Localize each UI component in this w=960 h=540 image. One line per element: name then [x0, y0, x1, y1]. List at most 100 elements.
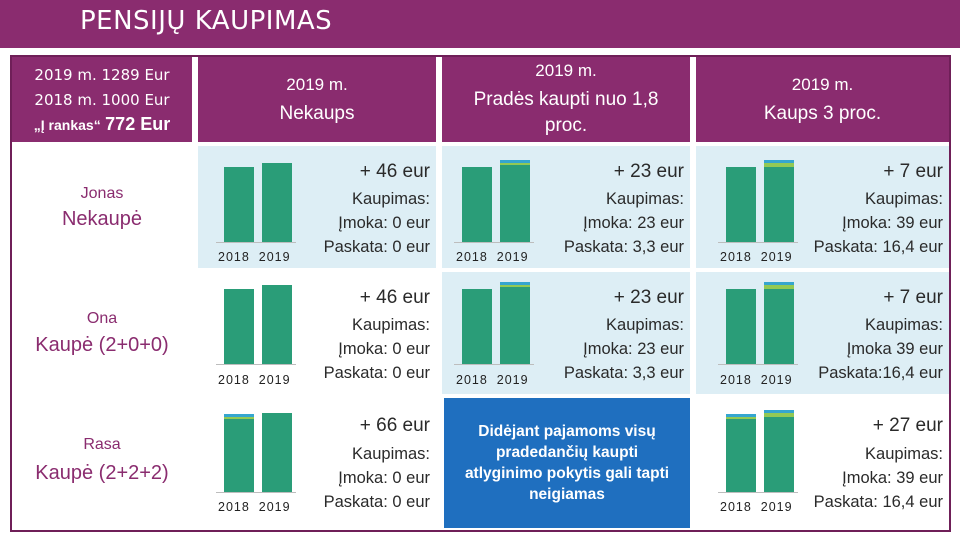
- bar-2018: [726, 289, 756, 364]
- bar-segment-net: [764, 416, 794, 492]
- kaupimas-label: Kaupimas:: [606, 190, 684, 208]
- gain: + 46 eur: [359, 287, 430, 308]
- kaupimas-label: Kaupimas:: [606, 316, 684, 334]
- title-bar: PENSIJŲ KAUPIMAS: [0, 0, 960, 48]
- bar-segment-incentive: [764, 160, 794, 163]
- chart-axis: [216, 364, 296, 365]
- year-2019: 2019: [760, 250, 793, 264]
- kaupimas-label: Kaupimas:: [352, 316, 430, 334]
- year-2019: 2019: [258, 500, 291, 514]
- year-2018: 2018: [720, 500, 752, 514]
- paskata: Paskata: 0 eur: [323, 238, 430, 256]
- chart-axis: [718, 242, 798, 243]
- header-col-pradeds: 2019 m. Pradės kaupti nuo 1,8 proc.: [442, 57, 690, 142]
- header-2018-income: 2018 m. 1000 Eur: [34, 91, 170, 109]
- header-net-label: „Į rankas“: [33, 117, 101, 133]
- chart-axis: [216, 492, 296, 493]
- year-2019: 2019: [760, 500, 793, 514]
- kaupimas-label: Kaupimas:: [352, 190, 430, 208]
- bar-segment-contribution: [764, 284, 794, 289]
- bar-segment-contribution: [500, 284, 530, 288]
- bar-segment-net: [462, 289, 492, 364]
- paskata: Paskata: 16,4 eur: [813, 493, 943, 511]
- header-col-kaups3: 2019 m. Kaups 3 proc.: [696, 57, 949, 142]
- bar-segment-net: [262, 162, 292, 242]
- bar-2018: [224, 414, 254, 492]
- bar-segment-net: [262, 284, 292, 364]
- person-status: Kaupė (2+0+0): [35, 334, 169, 356]
- paskata: Paskata: 0 eur: [323, 493, 430, 511]
- paskata: Paskata: 0 eur: [323, 364, 430, 382]
- row-label-ona: Ona Kaupė (2+0+0): [12, 268, 192, 394]
- bar-2019: [764, 282, 794, 364]
- bar-segment-incentive: [500, 282, 530, 285]
- year-labels: 2018 2019: [456, 373, 529, 387]
- bar-segment-net: [224, 167, 254, 242]
- bar-segment-net: [726, 419, 756, 492]
- bar-2018: [462, 289, 492, 364]
- kaupimas-label: Kaupimas:: [865, 316, 943, 334]
- row-label-jonas: Jonas Nekaupė: [12, 142, 192, 268]
- bar-segment-contribution: [224, 416, 254, 420]
- imoka: Įmoka 39 eur: [846, 340, 943, 358]
- year-2019: 2019: [496, 250, 529, 264]
- imoka: Įmoka: 39 eur: [842, 469, 943, 487]
- bar-segment-incentive: [764, 282, 794, 285]
- note-text: Didėjant pajamoms visų pradedančių kaupt…: [464, 423, 670, 503]
- bar-segment-net: [726, 289, 756, 364]
- year-2019: 2019: [258, 373, 291, 387]
- chart-axis: [718, 364, 798, 365]
- paskata: Paskata: 16,4 eur: [813, 238, 943, 256]
- year-2018: 2018: [218, 250, 250, 264]
- kaupimas-label: Kaupimas:: [352, 445, 430, 463]
- imoka: Įmoka: 23 eur: [583, 340, 684, 358]
- year-2018: 2018: [218, 373, 250, 387]
- imoka: Įmoka: 0 eur: [338, 340, 430, 358]
- gain: + 23 eur: [613, 161, 684, 182]
- header-col1-name: Nekaups: [279, 103, 355, 124]
- mini-chart-jonas-kaups3: [718, 157, 798, 243]
- imoka: Įmoka: 39 eur: [842, 214, 943, 232]
- year-2018: 2018: [456, 373, 488, 387]
- bar-2018: [726, 167, 756, 242]
- imoka: Įmoka: 0 eur: [338, 469, 430, 487]
- comparison-table: 2019 m. 1289 Eur 2018 m. 1000 Eur „Į ran…: [10, 55, 951, 532]
- mini-chart-jonas-pradeds: [454, 157, 534, 243]
- imoka: Įmoka: 0 eur: [338, 214, 430, 232]
- gain: + 7 eur: [883, 287, 943, 308]
- header-summary: 2019 m. 1289 Eur 2018 m. 1000 Eur „Į ran…: [12, 57, 192, 142]
- paskata: Paskata: 3,3 eur: [563, 364, 684, 382]
- bar-segment-incentive: [500, 160, 530, 163]
- bar-2018: [462, 167, 492, 242]
- mini-chart-rasa-kaups3: [718, 407, 798, 493]
- header-col3-name: Kaups 3 proc.: [763, 103, 882, 124]
- header-net-value: 772 Eur: [105, 114, 171, 134]
- bar-segment-net: [462, 167, 492, 242]
- year-2019: 2019: [496, 373, 529, 387]
- bar-2019: [764, 160, 794, 242]
- year-labels: 2018 2019: [218, 250, 291, 264]
- year-labels: 2018 2019: [456, 250, 529, 264]
- mini-chart-ona-kaups3: [718, 279, 798, 365]
- gain: + 66 eur: [359, 415, 430, 436]
- person-name: Jonas: [80, 185, 124, 202]
- person-name: Ona: [86, 310, 118, 327]
- bar-segment-contribution: [764, 162, 794, 167]
- header-col2-year: 2019 m.: [535, 61, 597, 80]
- row-label-rasa: Rasa Kaupė (2+2+2): [12, 394, 192, 530]
- bar-segment-contribution: [764, 412, 794, 417]
- chart-axis: [718, 492, 798, 493]
- bar-segment-contribution: [500, 162, 530, 166]
- bar-2019: [262, 162, 292, 242]
- year-2019: 2019: [258, 250, 291, 264]
- year-2018: 2018: [218, 500, 250, 514]
- kaupimas-label: Kaupimas:: [865, 190, 943, 208]
- bar-segment-net: [500, 165, 530, 242]
- mini-chart-jonas-nekaups: [216, 157, 296, 243]
- bar-segment-net: [726, 167, 756, 242]
- bar-2018: [224, 289, 254, 364]
- gain: + 46 eur: [359, 161, 430, 182]
- person-status: Kaupė (2+2+2): [35, 462, 169, 484]
- chart-axis: [216, 242, 296, 243]
- year-2018: 2018: [456, 250, 488, 264]
